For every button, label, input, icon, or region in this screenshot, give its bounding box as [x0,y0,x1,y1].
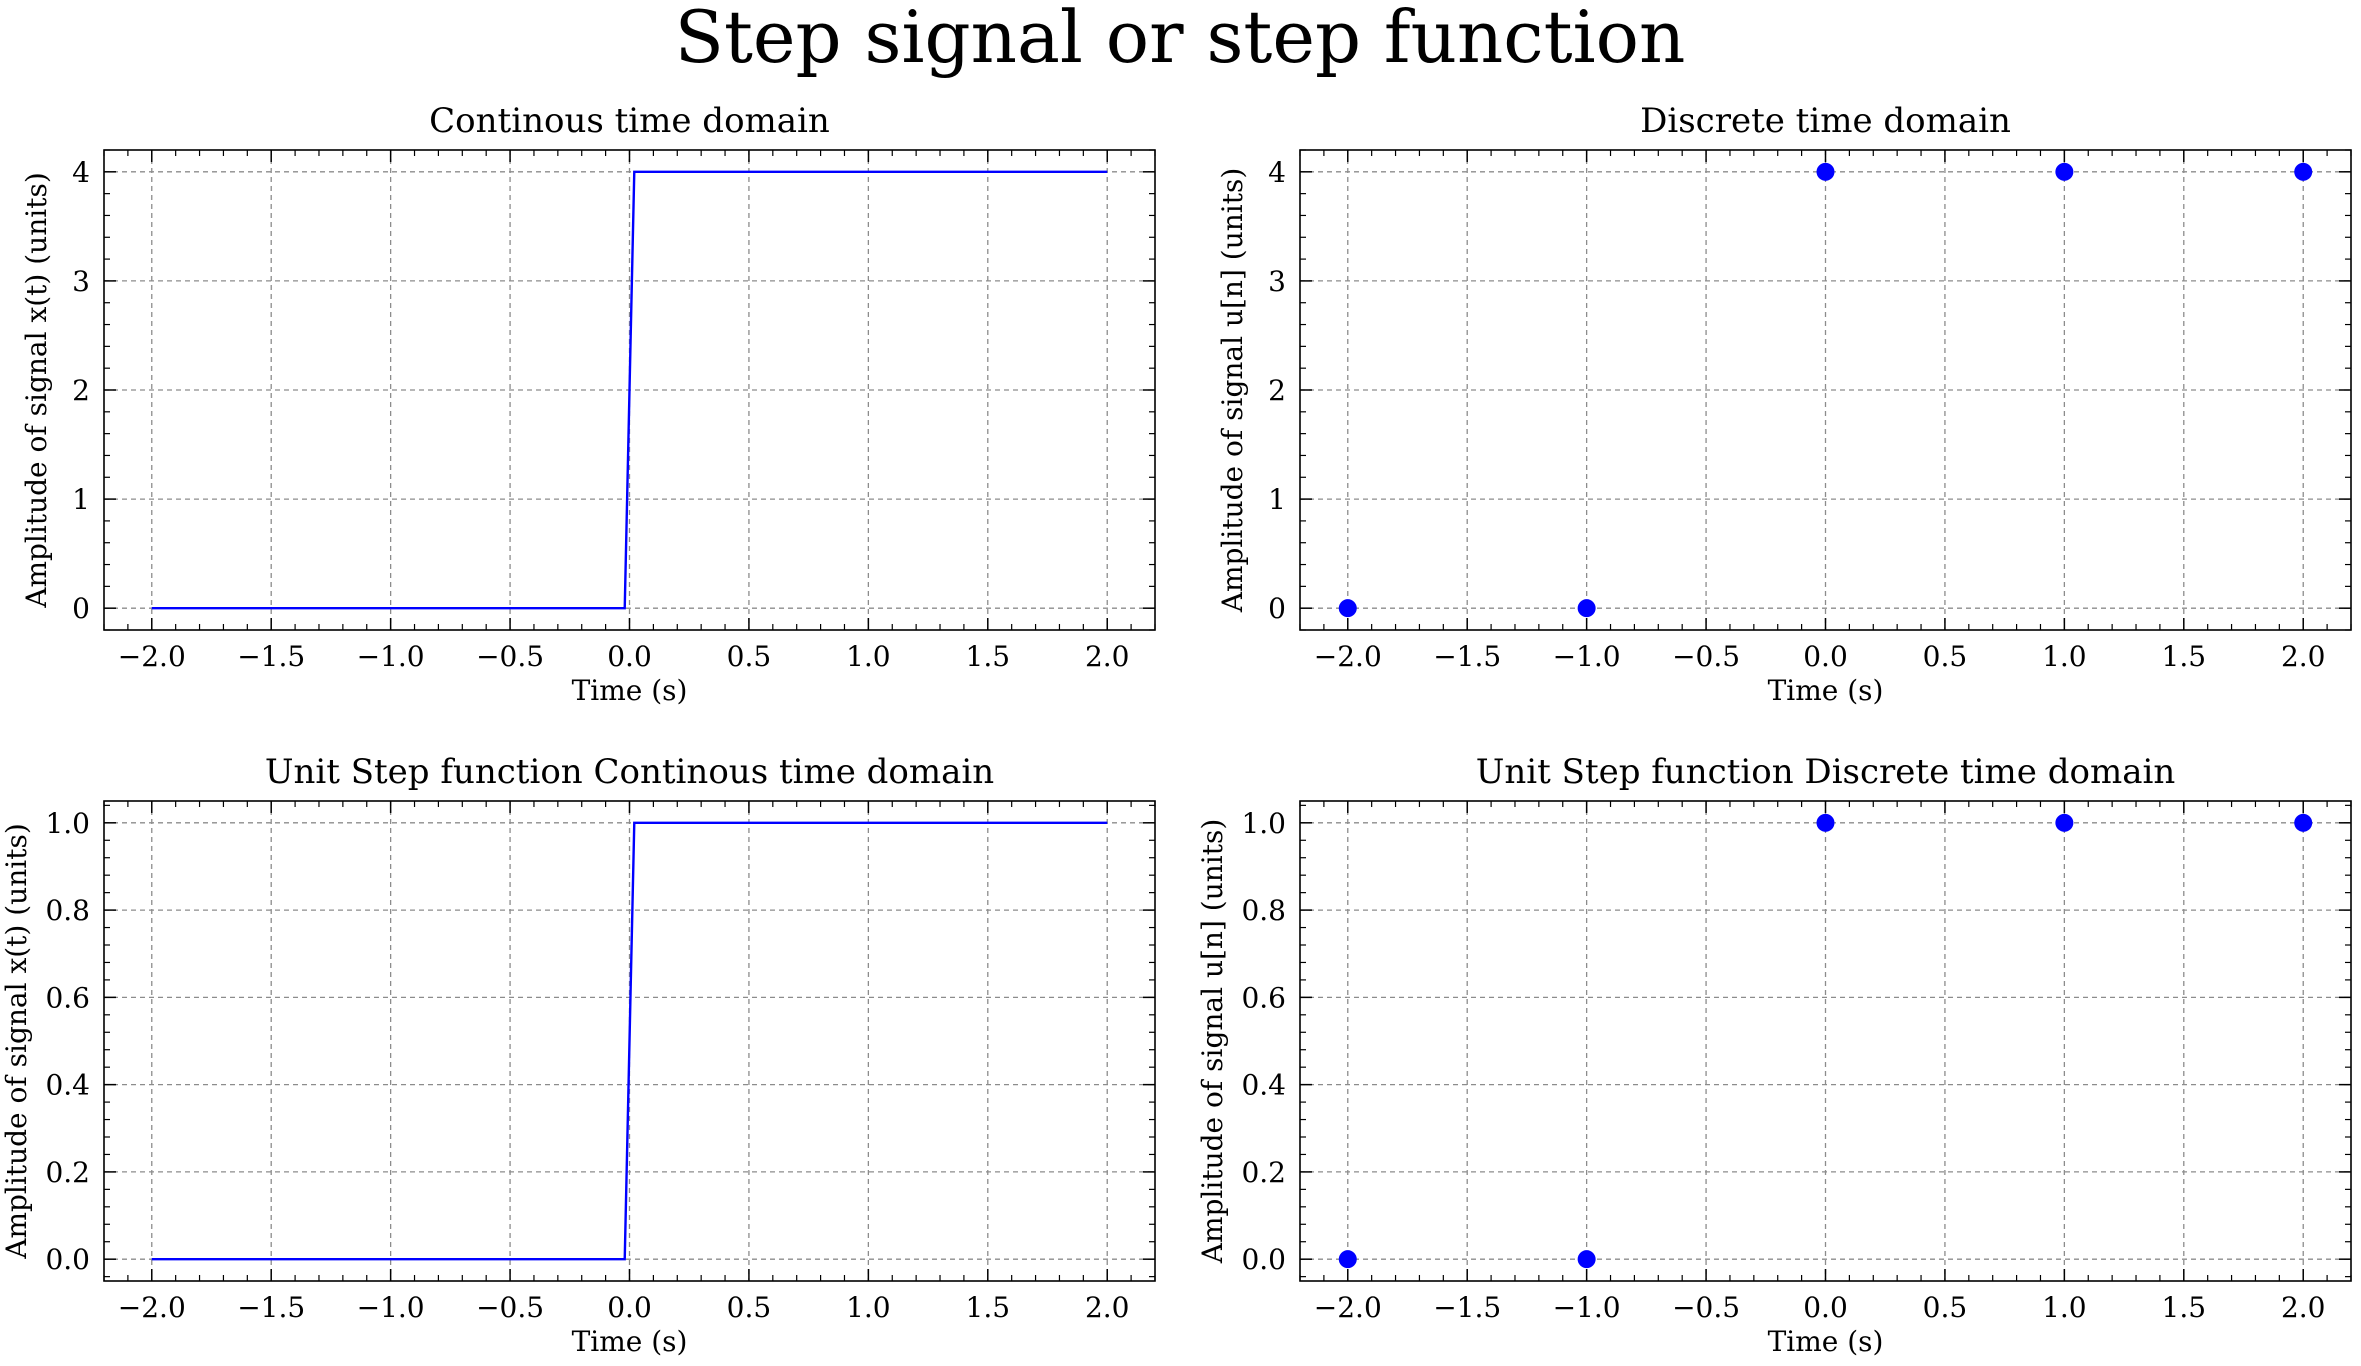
x-tick-label: 0.0 [1803,1291,1848,1324]
y-axis-label: Amplitude of signal u[n] (units) [1196,819,1229,1265]
y-tick-label: 1.0 [45,807,90,840]
x-axis-label: Time (s) [572,1325,688,1358]
x-tick-label: 1.0 [846,640,891,673]
subplot-grid: −2.0 −1.5 −1.0 −0.5 0.0 0.5 1.0 1.5 2.0 0 1 2 3 4 Cont… [0,101,2352,1358]
y-tick-label: 2 [72,374,90,407]
ticks [1299,801,2352,1281]
subplot-title: Unit Step function Continous time domain [265,752,994,792]
data-point [1338,1250,1357,1269]
y-tick-label: 3 [1268,265,1286,298]
subplot-4: −2.0 −1.5 −1.0 −0.5 0.0 0.5 1.0 1.5 2.0 0.0 0.2 0.4… [1196,752,2352,1358]
y-axis-label: Amplitude of signal x(t) (units) [20,172,53,609]
x-tick-label: 1.0 [2042,1291,2087,1324]
y-tick-label: 2 [1268,374,1286,407]
x-tick-label: 1.5 [966,1291,1011,1324]
grid [104,801,1155,1281]
subplot-title: Unit Step function Discrete time domain [1476,752,2176,792]
data-point [2294,813,2313,832]
x-tick-label: 1.0 [846,1291,891,1324]
x-tick-label: −2.0 [118,640,186,673]
x-tick-label: 0.5 [727,640,772,673]
y-tick-label: 0 [72,592,90,625]
x-tick-label: 1.5 [966,640,1011,673]
x-tick-label: −1.0 [1553,1291,1621,1324]
y-tick-label: 0.0 [45,1243,90,1276]
y-axis-label: Amplitude of signal x(t) (units) [0,823,33,1260]
data-point [1816,813,1835,832]
x-axis-label: Time (s) [572,674,688,707]
y-tick-label: 1 [1268,483,1286,516]
x-axis-label: Time (s) [1768,1325,1884,1358]
x-tick-label: −1.5 [1433,1291,1501,1324]
data-point [2055,813,2074,832]
x-tick-label: −0.5 [476,640,544,673]
y-tick-label: 3 [72,265,90,298]
x-axis-label: Time (s) [1768,674,1884,707]
y-tick-label: 0.8 [1241,894,1286,927]
x-tick-label: −1.0 [1553,640,1621,673]
data-point [1577,1250,1596,1269]
subplot-title: Discrete time domain [1640,101,2011,141]
subplot-3: −2.0 −1.5 −1.0 −0.5 0.0 0.5 1.0 1.5 2.0 0.0 0.2 0.4… [0,752,1156,1358]
data-point [2055,162,2074,181]
x-tick-label: 2.0 [2281,1291,2326,1324]
x-tick-label: −0.5 [1672,1291,1740,1324]
series-line [151,821,1108,1261]
x-tick-label: −1.0 [357,640,425,673]
subplot-1: −2.0 −1.5 −1.0 −0.5 0.0 0.5 1.0 1.5 2.0 0 1 2 3 4 Cont… [20,101,1156,707]
x-tick-label: −0.5 [476,1291,544,1324]
y-tick-label: 0.4 [45,1069,90,1102]
y-tick-label: 0.4 [1241,1069,1286,1102]
x-tick-label: −1.5 [237,640,305,673]
x-tick-label: −2.0 [1314,1291,1382,1324]
ticks [103,801,1156,1281]
x-tick-label: 1.0 [2042,640,2087,673]
y-tick-label: 4 [1268,156,1286,189]
x-tick-label: 0.0 [607,640,652,673]
subplot-2: −2.0 −1.5 −1.0 −0.5 0.0 0.5 1.0 1.5 2.0 0 1 2 3 4 Disc… [1216,101,2352,707]
x-tick-label: −2.0 [1314,640,1382,673]
y-tick-label: 0 [1268,592,1286,625]
ticks [1299,149,2352,631]
y-tick-label: 0.2 [1241,1156,1286,1189]
subplot-title: Continous time domain [429,101,830,141]
data-point [1816,162,1835,181]
y-tick-label: 1 [72,483,90,516]
y-tick-label: 0.6 [45,981,90,1014]
x-tick-label: 0.5 [1923,1291,1968,1324]
x-tick-label: 1.5 [2162,640,2207,673]
x-tick-label: 1.5 [2162,1291,2207,1324]
x-tick-label: −0.5 [1672,640,1740,673]
data-point [1338,599,1357,618]
y-tick-label: 4 [72,156,90,189]
x-tick-label: −2.0 [118,1291,186,1324]
x-tick-label: 0.5 [727,1291,772,1324]
y-tick-label: 0.0 [1241,1243,1286,1276]
x-tick-label: 2.0 [2281,640,2326,673]
y-axis-label: Amplitude of signal u[n] (units) [1216,168,1249,614]
ticks [103,149,1156,631]
x-tick-label: −1.5 [1433,640,1501,673]
figure-title: Step signal or step function [675,0,1686,79]
series-line [151,170,1108,610]
x-tick-label: −1.0 [357,1291,425,1324]
x-tick-label: −1.5 [237,1291,305,1324]
y-tick-label: 0.8 [45,894,90,927]
x-tick-label: 0.5 [1923,640,1968,673]
data-point [2294,162,2313,181]
grid [1300,801,2351,1281]
x-tick-label: 2.0 [1085,640,1130,673]
y-tick-label: 1.0 [1241,807,1286,840]
x-tick-label: 0.0 [607,1291,652,1324]
x-tick-label: 0.0 [1803,640,1848,673]
y-tick-label: 0.2 [45,1156,90,1189]
grid [1300,150,2351,630]
x-tick-label: 2.0 [1085,1291,1130,1324]
data-point [1577,599,1596,618]
y-tick-label: 0.6 [1241,981,1286,1014]
